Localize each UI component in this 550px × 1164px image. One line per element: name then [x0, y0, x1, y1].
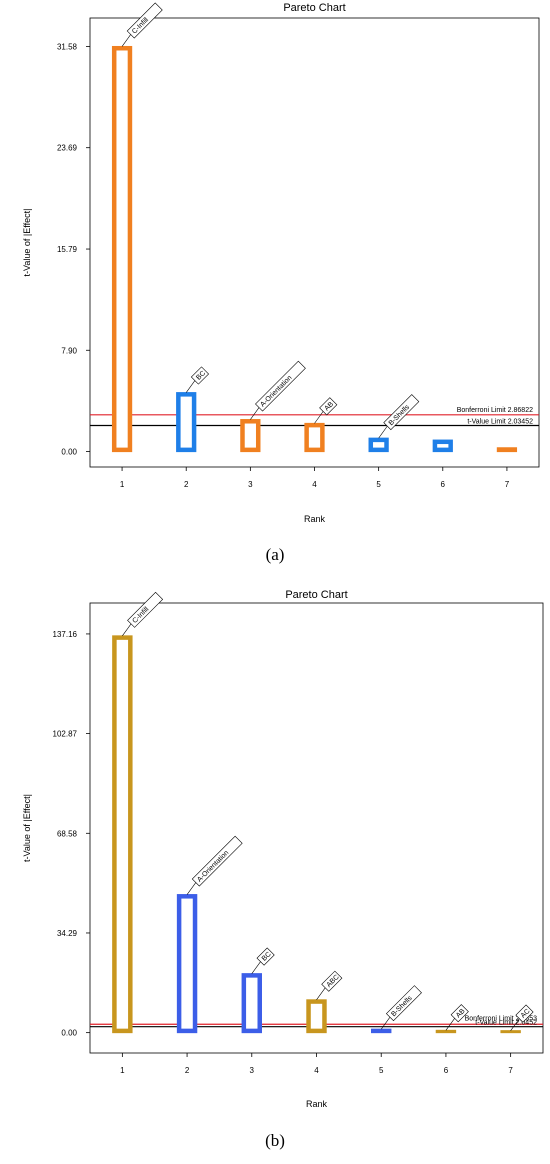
bar-inner-5: [373, 442, 385, 448]
x-tick-label: 2: [184, 480, 189, 489]
x-tick-label: 5: [379, 1066, 384, 1075]
effect-label-box: [383, 394, 420, 431]
bar-inner-1: [116, 639, 129, 1029]
x-tick-label: 7: [505, 480, 510, 489]
chart-title: Pareto Chart: [283, 2, 345, 14]
effect-label-box: [385, 985, 422, 1022]
effect-label-box: [256, 947, 275, 966]
effect-label-leader: [251, 961, 261, 974]
effect-label-text: BC: [195, 370, 207, 382]
t-value-limit-label: t-Value Limit 2.0452: [475, 1020, 537, 1027]
x-axis-label: Rank: [306, 1099, 328, 1109]
y-axis-label: t-Value of |Effect|: [22, 794, 32, 862]
x-tick-label: 6: [444, 1066, 449, 1075]
chart-title: Pareto Chart: [285, 589, 347, 601]
y-tick-label: 102.87: [53, 730, 78, 739]
effect-label-box: [450, 1004, 469, 1023]
effect-label-leader: [250, 407, 260, 420]
plot-frame: [89, 602, 544, 1054]
effect-label-text: AB: [324, 401, 336, 413]
x-tick-label: 4: [312, 480, 317, 489]
effect-label-leader: [122, 623, 132, 637]
t-value-limit-label: t-Value Limit 2.03452: [467, 419, 533, 426]
plot-frame: [89, 17, 540, 468]
effect-label-text: BC: [261, 951, 273, 963]
effect-label: B-Shells: [385, 985, 422, 1022]
effect-label: A-Orientation: [191, 835, 243, 887]
bonferroni-limit-label: Bonferroni Limit 2.86822: [457, 407, 533, 414]
y-tick-label: 137.16: [53, 630, 78, 639]
x-tick-label: 1: [120, 1066, 125, 1075]
effect-label-leader: [378, 425, 388, 439]
effect-label-leader: [185, 380, 196, 393]
y-tick-label: 7.90: [61, 346, 77, 355]
panel-label: (b): [265, 1131, 285, 1150]
effect-label-text: AC: [520, 1008, 532, 1020]
bar-rank-7: [496, 447, 518, 453]
effect-label: C-Infill: [126, 2, 163, 39]
x-tick-label: 3: [250, 1066, 255, 1075]
effect-label-box: [127, 591, 164, 628]
effect-label: BC: [190, 366, 210, 385]
effect-label-leader: [186, 882, 197, 895]
bar-inner-2: [180, 396, 192, 448]
effect-label: B-Shells: [383, 394, 420, 431]
effect-label-box: [190, 366, 210, 385]
bar-rank-6: [435, 1029, 457, 1034]
y-tick-label: 23.69: [57, 144, 78, 153]
effect-label-text: AB: [455, 1008, 467, 1020]
bonferroni-limit-label: Bonferroni Limit 2.8853: [465, 1015, 537, 1022]
effect-label: AB: [319, 397, 338, 416]
bar-inner-3: [246, 977, 258, 1029]
pareto-chart-b: Pareto Chart 0.00 34.29 68.58 102.87 137.16 1 2…: [22, 589, 544, 1150]
bar-inner-3: [244, 423, 256, 448]
bar-inner-4: [308, 427, 321, 448]
effect-label-text: A-Orientation: [196, 849, 230, 883]
y-tick-label: 15.79: [57, 245, 78, 254]
effect-label-leader: [510, 1018, 520, 1031]
x-tick-label: 2: [185, 1066, 190, 1075]
bar-inner-6: [437, 444, 449, 448]
effect-label-box: [191, 835, 243, 887]
effect-label-leader: [380, 1016, 391, 1030]
effect-label: BC: [256, 947, 275, 966]
effect-label-box: [321, 970, 343, 992]
bar-rank-7: [500, 1030, 521, 1034]
effect-label: ABC: [321, 970, 343, 992]
effect-label-box: [126, 2, 163, 39]
x-tick-label: 1: [120, 480, 125, 489]
effect-label-box: [515, 1004, 534, 1023]
x-tick-label: 3: [248, 480, 253, 489]
bar-rank-5: [371, 1028, 392, 1034]
y-tick-label: 0.00: [61, 1029, 77, 1038]
effect-label-text: A-Orientation: [259, 374, 293, 408]
effect-label: C-Infill: [127, 591, 164, 628]
y-tick-label: 68.58: [57, 829, 78, 838]
effect-label: A-Orientation: [255, 360, 306, 412]
x-tick-label: 6: [441, 480, 446, 489]
x-axis-label: Rank: [304, 514, 326, 524]
pareto-chart-a: Pareto Chart 0.00 7.90 15.79 23.69 31.58 1 2 3 4 5…: [22, 2, 540, 564]
effect-label-box: [319, 397, 338, 416]
x-tick-label: 4: [314, 1066, 319, 1075]
effect-label-leader: [314, 411, 324, 424]
bar-inner-4: [310, 1003, 323, 1029]
effect-label-leader: [121, 34, 131, 47]
panel-label: (a): [266, 545, 285, 564]
effect-label: AC: [515, 1004, 534, 1023]
y-axis-label: t-Value of |Effect|: [22, 209, 32, 277]
bar-inner-2: [181, 898, 193, 1029]
bar-inner-1: [116, 50, 128, 448]
y-tick-label: 0.00: [61, 448, 77, 457]
x-tick-label: 5: [376, 480, 381, 489]
effect-label-box: [255, 360, 306, 412]
effect-label: AB: [450, 1004, 469, 1023]
effect-label-leader: [445, 1018, 455, 1031]
y-tick-label: 31.58: [57, 42, 78, 51]
effect-label-leader: [316, 987, 326, 1000]
y-tick-label: 34.29: [57, 929, 78, 938]
x-tick-label: 7: [508, 1066, 513, 1075]
